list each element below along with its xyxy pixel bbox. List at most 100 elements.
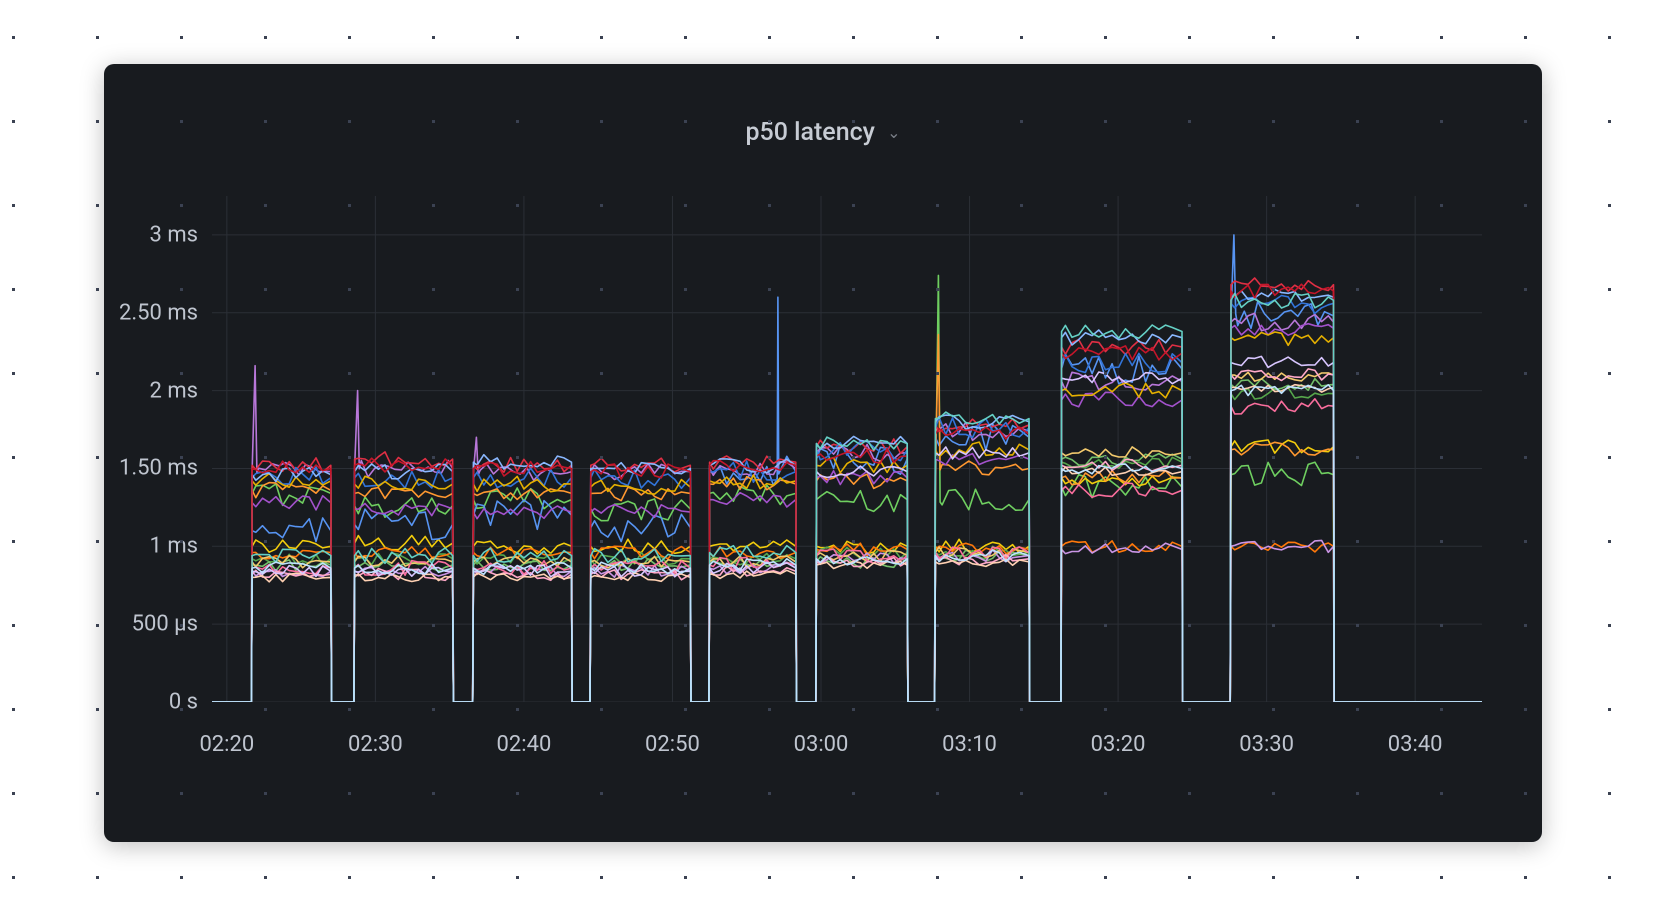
bg-dot bbox=[264, 36, 267, 39]
bg-dot bbox=[1020, 792, 1023, 795]
bg-dot bbox=[684, 36, 687, 39]
bg-dot bbox=[432, 36, 435, 39]
bg-dot bbox=[516, 36, 519, 39]
bg-dot bbox=[1356, 624, 1359, 627]
bg-dot bbox=[1272, 876, 1275, 879]
bg-dot bbox=[852, 36, 855, 39]
bg-dot bbox=[432, 876, 435, 879]
bg-dot bbox=[1104, 792, 1107, 795]
bg-dot bbox=[516, 204, 519, 207]
bg-dot bbox=[516, 456, 519, 459]
series-s13 bbox=[212, 290, 1482, 703]
bg-dot bbox=[516, 120, 519, 123]
bg-dot bbox=[264, 540, 267, 543]
x-tick-label: 03:30 bbox=[1239, 732, 1294, 757]
bg-dot bbox=[516, 624, 519, 627]
bg-dot bbox=[1524, 36, 1527, 39]
series-s17 bbox=[212, 399, 1482, 702]
chevron-down-icon: ⌄ bbox=[887, 123, 900, 142]
y-tick-label: 500 μs bbox=[132, 612, 198, 637]
bg-dot bbox=[1440, 36, 1443, 39]
bg-dot bbox=[1524, 372, 1527, 375]
bg-dot bbox=[1608, 792, 1611, 795]
panel-title[interactable]: p50 latency ⌄ bbox=[104, 118, 1542, 147]
series-s12 bbox=[212, 379, 1482, 702]
series-s21 bbox=[212, 294, 1482, 703]
bg-dot bbox=[1104, 540, 1107, 543]
bg-dot bbox=[852, 288, 855, 291]
bg-dot bbox=[12, 708, 15, 711]
bg-dot bbox=[1524, 624, 1527, 627]
bg-dot bbox=[684, 540, 687, 543]
bg-dot bbox=[1608, 624, 1611, 627]
bg-dot bbox=[768, 204, 771, 207]
bg-dot bbox=[1188, 624, 1191, 627]
bg-dot bbox=[768, 456, 771, 459]
bg-dot bbox=[1356, 288, 1359, 291]
bg-dot bbox=[12, 624, 15, 627]
bg-dot bbox=[348, 372, 351, 375]
bg-dot bbox=[516, 792, 519, 795]
bg-dot bbox=[936, 288, 939, 291]
bg-dot bbox=[684, 204, 687, 207]
bg-dot bbox=[1356, 36, 1359, 39]
bg-dot bbox=[12, 288, 15, 291]
bg-dot bbox=[1440, 204, 1443, 207]
bg-dot bbox=[1104, 120, 1107, 123]
page-background: p50 latency ⌄ 0 s500 μs1 ms1.50 ms2 ms2.… bbox=[0, 0, 1660, 900]
bg-dot bbox=[600, 372, 603, 375]
bg-dot bbox=[348, 624, 351, 627]
bg-dot bbox=[1188, 288, 1191, 291]
bg-dot bbox=[1104, 36, 1107, 39]
bg-dot bbox=[600, 708, 603, 711]
bg-dot bbox=[96, 624, 99, 627]
bg-dot bbox=[684, 708, 687, 711]
bg-dot bbox=[768, 36, 771, 39]
bg-dot bbox=[852, 708, 855, 711]
bg-dot bbox=[936, 876, 939, 879]
bg-dot bbox=[600, 36, 603, 39]
bg-dot bbox=[936, 204, 939, 207]
bg-dot bbox=[768, 540, 771, 543]
x-tick-label: 02:30 bbox=[348, 732, 403, 757]
bg-dot bbox=[432, 708, 435, 711]
bg-dot bbox=[180, 288, 183, 291]
bg-dot bbox=[1524, 204, 1527, 207]
bg-dot bbox=[1104, 372, 1107, 375]
bg-dot bbox=[1188, 876, 1191, 879]
bg-dot bbox=[684, 792, 687, 795]
bg-dot bbox=[348, 36, 351, 39]
bg-dot bbox=[12, 372, 15, 375]
chart-plot-area[interactable] bbox=[212, 196, 1482, 702]
bg-dot bbox=[768, 372, 771, 375]
bg-dot bbox=[1524, 540, 1527, 543]
bg-dot bbox=[1020, 540, 1023, 543]
bg-dot bbox=[12, 876, 15, 879]
bg-dot bbox=[1272, 36, 1275, 39]
bg-dot bbox=[1272, 372, 1275, 375]
bg-dot bbox=[1020, 708, 1023, 711]
bg-dot bbox=[684, 456, 687, 459]
bg-dot bbox=[600, 288, 603, 291]
bg-dot bbox=[852, 624, 855, 627]
y-tick-label: 2 ms bbox=[150, 378, 198, 403]
bg-dot bbox=[264, 456, 267, 459]
bg-dot bbox=[1272, 120, 1275, 123]
series-s15 bbox=[212, 372, 1482, 702]
bg-dot bbox=[600, 876, 603, 879]
bg-dot bbox=[936, 624, 939, 627]
bg-dot bbox=[1272, 288, 1275, 291]
series-s16 bbox=[212, 284, 1482, 702]
bg-dot bbox=[936, 120, 939, 123]
bg-dot bbox=[264, 624, 267, 627]
bg-dot bbox=[180, 372, 183, 375]
bg-dot bbox=[852, 792, 855, 795]
bg-dot bbox=[1608, 456, 1611, 459]
bg-dot bbox=[1440, 456, 1443, 459]
bg-dot bbox=[432, 204, 435, 207]
x-tick-label: 02:20 bbox=[199, 732, 254, 757]
bg-dot bbox=[264, 876, 267, 879]
y-tick-label: 2.50 ms bbox=[119, 300, 198, 325]
bg-dot bbox=[768, 708, 771, 711]
bg-dot bbox=[180, 456, 183, 459]
